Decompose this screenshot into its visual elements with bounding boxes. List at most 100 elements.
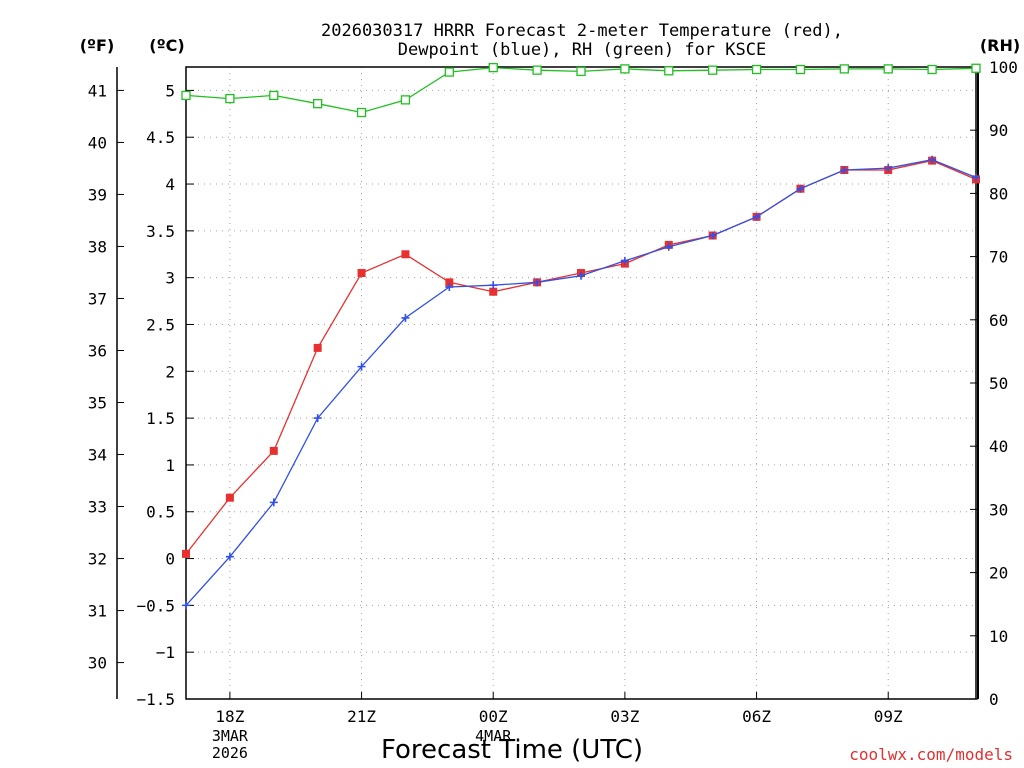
dewpoint-point-9: [577, 271, 585, 280]
temperature-point-3: [313, 343, 322, 352]
celsius-tick-label-4: 0.5: [146, 503, 175, 522]
temperature-point-5: [401, 250, 410, 259]
x-tick-label-3: 03Z: [610, 707, 639, 726]
fahrenheit-tick-label-0: 30: [88, 654, 107, 673]
celsius-tick-label-6: 1.5: [146, 409, 175, 428]
rh-point-10: [620, 64, 630, 74]
rh-point-11: [664, 66, 674, 76]
rh-tick-label-10: 100: [989, 58, 1018, 77]
celsius-tick-label-5: 1: [165, 456, 175, 475]
rh-point-12: [708, 65, 718, 75]
celsius-unit-label: (ºC): [149, 36, 184, 55]
x-date-label-0: 3MAR: [212, 727, 249, 745]
credit-link[interactable]: coolwx.com/models: [849, 745, 1013, 764]
rh-point-3: [313, 99, 323, 109]
rh-point-14: [795, 64, 806, 75]
chart-title-line1: 2026030317 HRRR Forecast 2-meter Tempera…: [321, 21, 843, 41]
dewpoint-point-8: [533, 278, 542, 287]
rh-point-9: [576, 66, 586, 77]
rh-tick-label-3: 30: [989, 500, 1008, 519]
dewpoint-point-6: [445, 283, 454, 292]
dewpoint-point-11: [664, 242, 673, 251]
temperature-point-4: [357, 268, 366, 277]
fahrenheit-tick-label-6: 36: [88, 341, 107, 360]
dewpoint-point-4: [357, 362, 366, 371]
fahrenheit-unit-label: (ºF): [80, 36, 115, 55]
rh-point-0: [181, 90, 191, 101]
fahrenheit-tick-label-9: 39: [88, 185, 107, 204]
rh-point-6: [444, 67, 454, 77]
fahrenheit-tick-label-10: 40: [88, 133, 107, 152]
dewpoint-point-16: [884, 164, 893, 173]
fahrenheit-tick-label-11: 41: [88, 81, 107, 100]
rh-point-18: [971, 63, 981, 73]
celsius-tick-label-11: 4: [165, 175, 175, 194]
x-year-label-0: 2026: [212, 744, 248, 762]
fahrenheit-tick-label-7: 37: [88, 289, 107, 308]
dewpoint-point-5: [401, 313, 410, 322]
x-tick-label-0: 18Z: [215, 707, 244, 726]
x-tick-label-5: 09Z: [874, 707, 903, 726]
dewpoint-point-13: [752, 212, 761, 221]
rh-unit-label: (RH): [980, 36, 1020, 55]
rh-point-4: [356, 107, 367, 118]
rh-point-1: [225, 93, 235, 104]
x-tick-label-1: 21Z: [347, 707, 376, 726]
fahrenheit-tick-label-2: 32: [88, 550, 107, 569]
plot-frame: [185, 66, 977, 700]
fahrenheit-tick-label-8: 38: [88, 237, 107, 256]
celsius-tick-label-3: 0: [165, 550, 175, 569]
rh-point-5: [400, 95, 411, 105]
dewpoint-point-0: [182, 601, 190, 610]
celsius-tick-label-9: 3: [165, 269, 175, 288]
rh-tick-label-6: 60: [989, 311, 1008, 330]
fahrenheit-tick-label-4: 34: [88, 446, 107, 465]
rh-point-17: [927, 64, 937, 75]
dewpoint-point-18: [972, 173, 980, 182]
rh-point-15: [839, 64, 849, 74]
x-date-label-2: 4MAR: [475, 727, 512, 745]
rh-tick-label-0: 0: [989, 690, 999, 709]
dewpoint-point-10: [620, 256, 629, 265]
dewpoint-line: [185, 159, 977, 606]
grid: [186, 67, 976, 699]
temperature-line: [185, 159, 977, 555]
celsius-tick-label-2: −0.5: [136, 596, 175, 615]
temperature-point-2: [269, 446, 278, 455]
dewpoint-point-12: [708, 231, 717, 240]
fahrenheit-tick-label-5: 35: [88, 394, 107, 413]
dewpoint-point-3: [313, 414, 322, 423]
x-axis-title: Forecast Time (UTC): [381, 735, 643, 765]
rh-tick-label-8: 80: [989, 184, 1008, 203]
dewpoint-point-14: [796, 184, 805, 193]
celsius-tick-label-0: −1.5: [136, 690, 175, 709]
celsius-tick-label-12: 4.5: [146, 128, 175, 147]
series: [181, 62, 981, 610]
temperature-point-1: [225, 493, 234, 502]
rh-point-16: [883, 64, 893, 74]
rh-tick-label-9: 90: [989, 121, 1008, 140]
rh-point-2: [269, 90, 279, 101]
rh-point-7: [488, 62, 498, 73]
x-tick-label-2: 00Z: [479, 707, 508, 726]
celsius-tick-label-1: −1: [156, 643, 175, 662]
rh-point-13: [751, 64, 762, 75]
temperature-point-0: [182, 549, 190, 558]
celsius-tick-label-7: 2: [165, 362, 175, 381]
fahrenheit-tick-label-1: 31: [88, 602, 107, 621]
celsius-tick-label-13: 5: [165, 81, 175, 100]
rh-tick-label-1: 10: [989, 627, 1008, 646]
dewpoint-point-2: [269, 498, 278, 507]
dewpoint-point-17: [928, 155, 937, 164]
rh-tick-label-7: 70: [989, 248, 1008, 267]
dewpoint-point-1: [225, 552, 234, 561]
temperature-point-7: [489, 287, 498, 296]
rh-tick-label-4: 40: [989, 437, 1008, 456]
rh-tick-label-2: 20: [989, 564, 1008, 583]
fahrenheit-tick-label-3: 33: [88, 498, 107, 517]
dewpoint-point-7: [489, 281, 498, 290]
rh-point-8: [532, 65, 542, 75]
celsius-tick-label-10: 3.5: [146, 222, 175, 241]
dewpoint-point-15: [840, 165, 849, 174]
